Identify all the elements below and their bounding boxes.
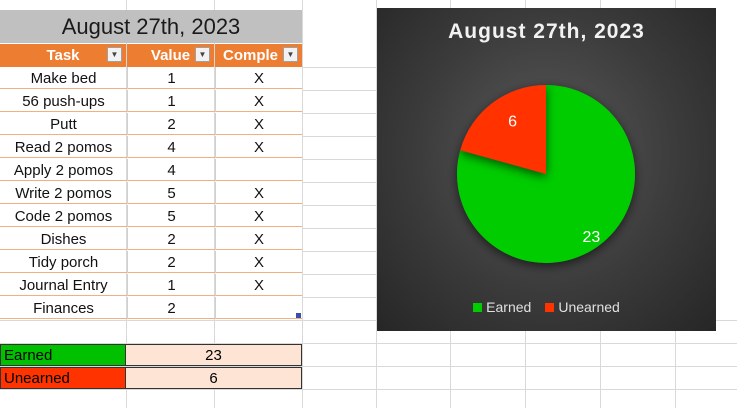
task-cell[interactable]: Code 2 pomos	[14, 207, 113, 225]
data-label-unearned: 6	[508, 113, 517, 130]
filter-dropdown-icon[interactable]: ▼	[195, 47, 210, 62]
table-row: Tidy porch 2 X	[0, 251, 302, 273]
gridline	[302, 67, 377, 68]
legend-swatch-unearned	[545, 302, 555, 312]
table-row: Putt 2 X	[0, 113, 302, 135]
complete-cell[interactable]: X	[215, 67, 302, 89]
value-cell[interactable]: 4	[127, 159, 215, 181]
gridline	[0, 389, 737, 390]
value-cell[interactable]: 1	[127, 67, 215, 89]
value-cell[interactable]: 2	[127, 228, 215, 250]
summary-row-unearned: Unearned 6	[0, 367, 302, 389]
table-row: Make bed 1 X	[0, 67, 302, 89]
summary-row-earned: Earned 23	[0, 344, 302, 366]
table-row: Journal Entry 1 X	[0, 274, 302, 296]
gridline	[302, 136, 377, 137]
chart-title: August 27th, 2023	[448, 20, 645, 43]
complete-cell[interactable]: X	[215, 274, 302, 296]
value-cell[interactable]: 1	[127, 274, 215, 296]
pie-chart-plot: 23 6	[457, 85, 635, 264]
gridline	[302, 159, 377, 160]
gridline	[302, 297, 377, 298]
complete-cell[interactable]	[215, 159, 302, 181]
table-row: Apply 2 pomos 4	[0, 159, 302, 181]
gridline	[302, 90, 377, 91]
header-complete[interactable]: Comple ▼	[215, 44, 302, 67]
table-row: Dishes 2 X	[0, 228, 302, 250]
value-cell[interactable]: 1	[127, 90, 215, 112]
pie-chart[interactable]: August 27th, 2023 23 6 Earned Unearned	[377, 8, 716, 331]
value-cell[interactable]: 5	[127, 205, 215, 227]
gridline	[0, 343, 737, 344]
summary-label[interactable]: Earned	[0, 344, 126, 366]
legend-label-earned: Earned	[486, 299, 532, 315]
value-cell[interactable]: 2	[127, 251, 215, 273]
table-row: 56 push-ups 1 X	[0, 90, 302, 112]
gridline	[302, 113, 377, 114]
complete-cell[interactable]: X	[215, 228, 302, 250]
gridline	[302, 205, 377, 206]
gridline	[302, 228, 377, 229]
task-cell[interactable]: Putt	[50, 115, 77, 133]
header-complete-label: Comple	[223, 47, 279, 64]
table-row: Read 2 pomos 4 X	[0, 136, 302, 158]
task-cell[interactable]: Make bed	[30, 69, 97, 87]
filter-dropdown-icon[interactable]: ▼	[283, 47, 298, 62]
complete-cell[interactable]: X	[215, 251, 302, 273]
summary-value[interactable]: 23	[126, 344, 302, 366]
filter-dropdown-icon[interactable]: ▼	[107, 47, 122, 62]
value-cell[interactable]: 4	[127, 136, 215, 158]
complete-cell[interactable]: X	[215, 90, 302, 112]
complete-cell[interactable]: X	[215, 182, 302, 204]
legend-item-earned: Earned	[473, 299, 531, 315]
sheet-title-cell[interactable]: August 27th, 2023	[0, 10, 302, 43]
legend-item-unearned: Unearned	[545, 299, 620, 315]
chart-legend: Earned Unearned	[377, 299, 716, 315]
header-task[interactable]: Task ▼	[0, 44, 126, 67]
task-cell[interactable]: Read 2 pomos	[14, 138, 113, 156]
task-cell[interactable]: Finances	[33, 299, 94, 317]
summary-value[interactable]: 6	[126, 367, 302, 389]
table-row: Finances 2	[0, 297, 302, 319]
gridline	[302, 251, 377, 252]
data-label-earned: 23	[582, 229, 600, 246]
task-cell[interactable]: Dishes	[40, 230, 87, 248]
gridline	[0, 366, 737, 367]
complete-cell[interactable]: X	[215, 113, 302, 135]
table-resize-handle[interactable]	[296, 313, 301, 318]
complete-cell[interactable]: X	[215, 136, 302, 158]
header-value[interactable]: Value ▼	[127, 44, 214, 67]
legend-swatch-earned	[473, 302, 483, 312]
gridline	[302, 320, 377, 321]
value-cell[interactable]: 5	[127, 182, 215, 204]
complete-cell[interactable]: X	[215, 205, 302, 227]
pie-slice-earned[interactable]	[457, 85, 635, 264]
pie-slice-unearned[interactable]	[460, 85, 546, 174]
header-value-label: Value	[150, 47, 191, 64]
task-cell[interactable]: Journal Entry	[19, 276, 108, 294]
complete-cell[interactable]	[215, 297, 302, 319]
value-cell[interactable]: 2	[127, 297, 215, 319]
task-cell[interactable]: Tidy porch	[28, 253, 99, 271]
table-row: Code 2 pomos 5 X	[0, 205, 302, 227]
table-row: Write 2 pomos 5 X	[0, 182, 302, 204]
task-cell[interactable]: Write 2 pomos	[15, 184, 112, 202]
header-task-label: Task	[46, 47, 80, 64]
gridline	[302, 182, 377, 183]
task-cell[interactable]: 56 push-ups	[22, 92, 105, 110]
value-cell[interactable]: 2	[127, 113, 215, 135]
summary-label[interactable]: Unearned	[0, 367, 126, 389]
legend-label-unearned: Unearned	[558, 299, 620, 315]
gridline	[302, 274, 377, 275]
task-cell[interactable]: Apply 2 pomos	[13, 161, 114, 179]
